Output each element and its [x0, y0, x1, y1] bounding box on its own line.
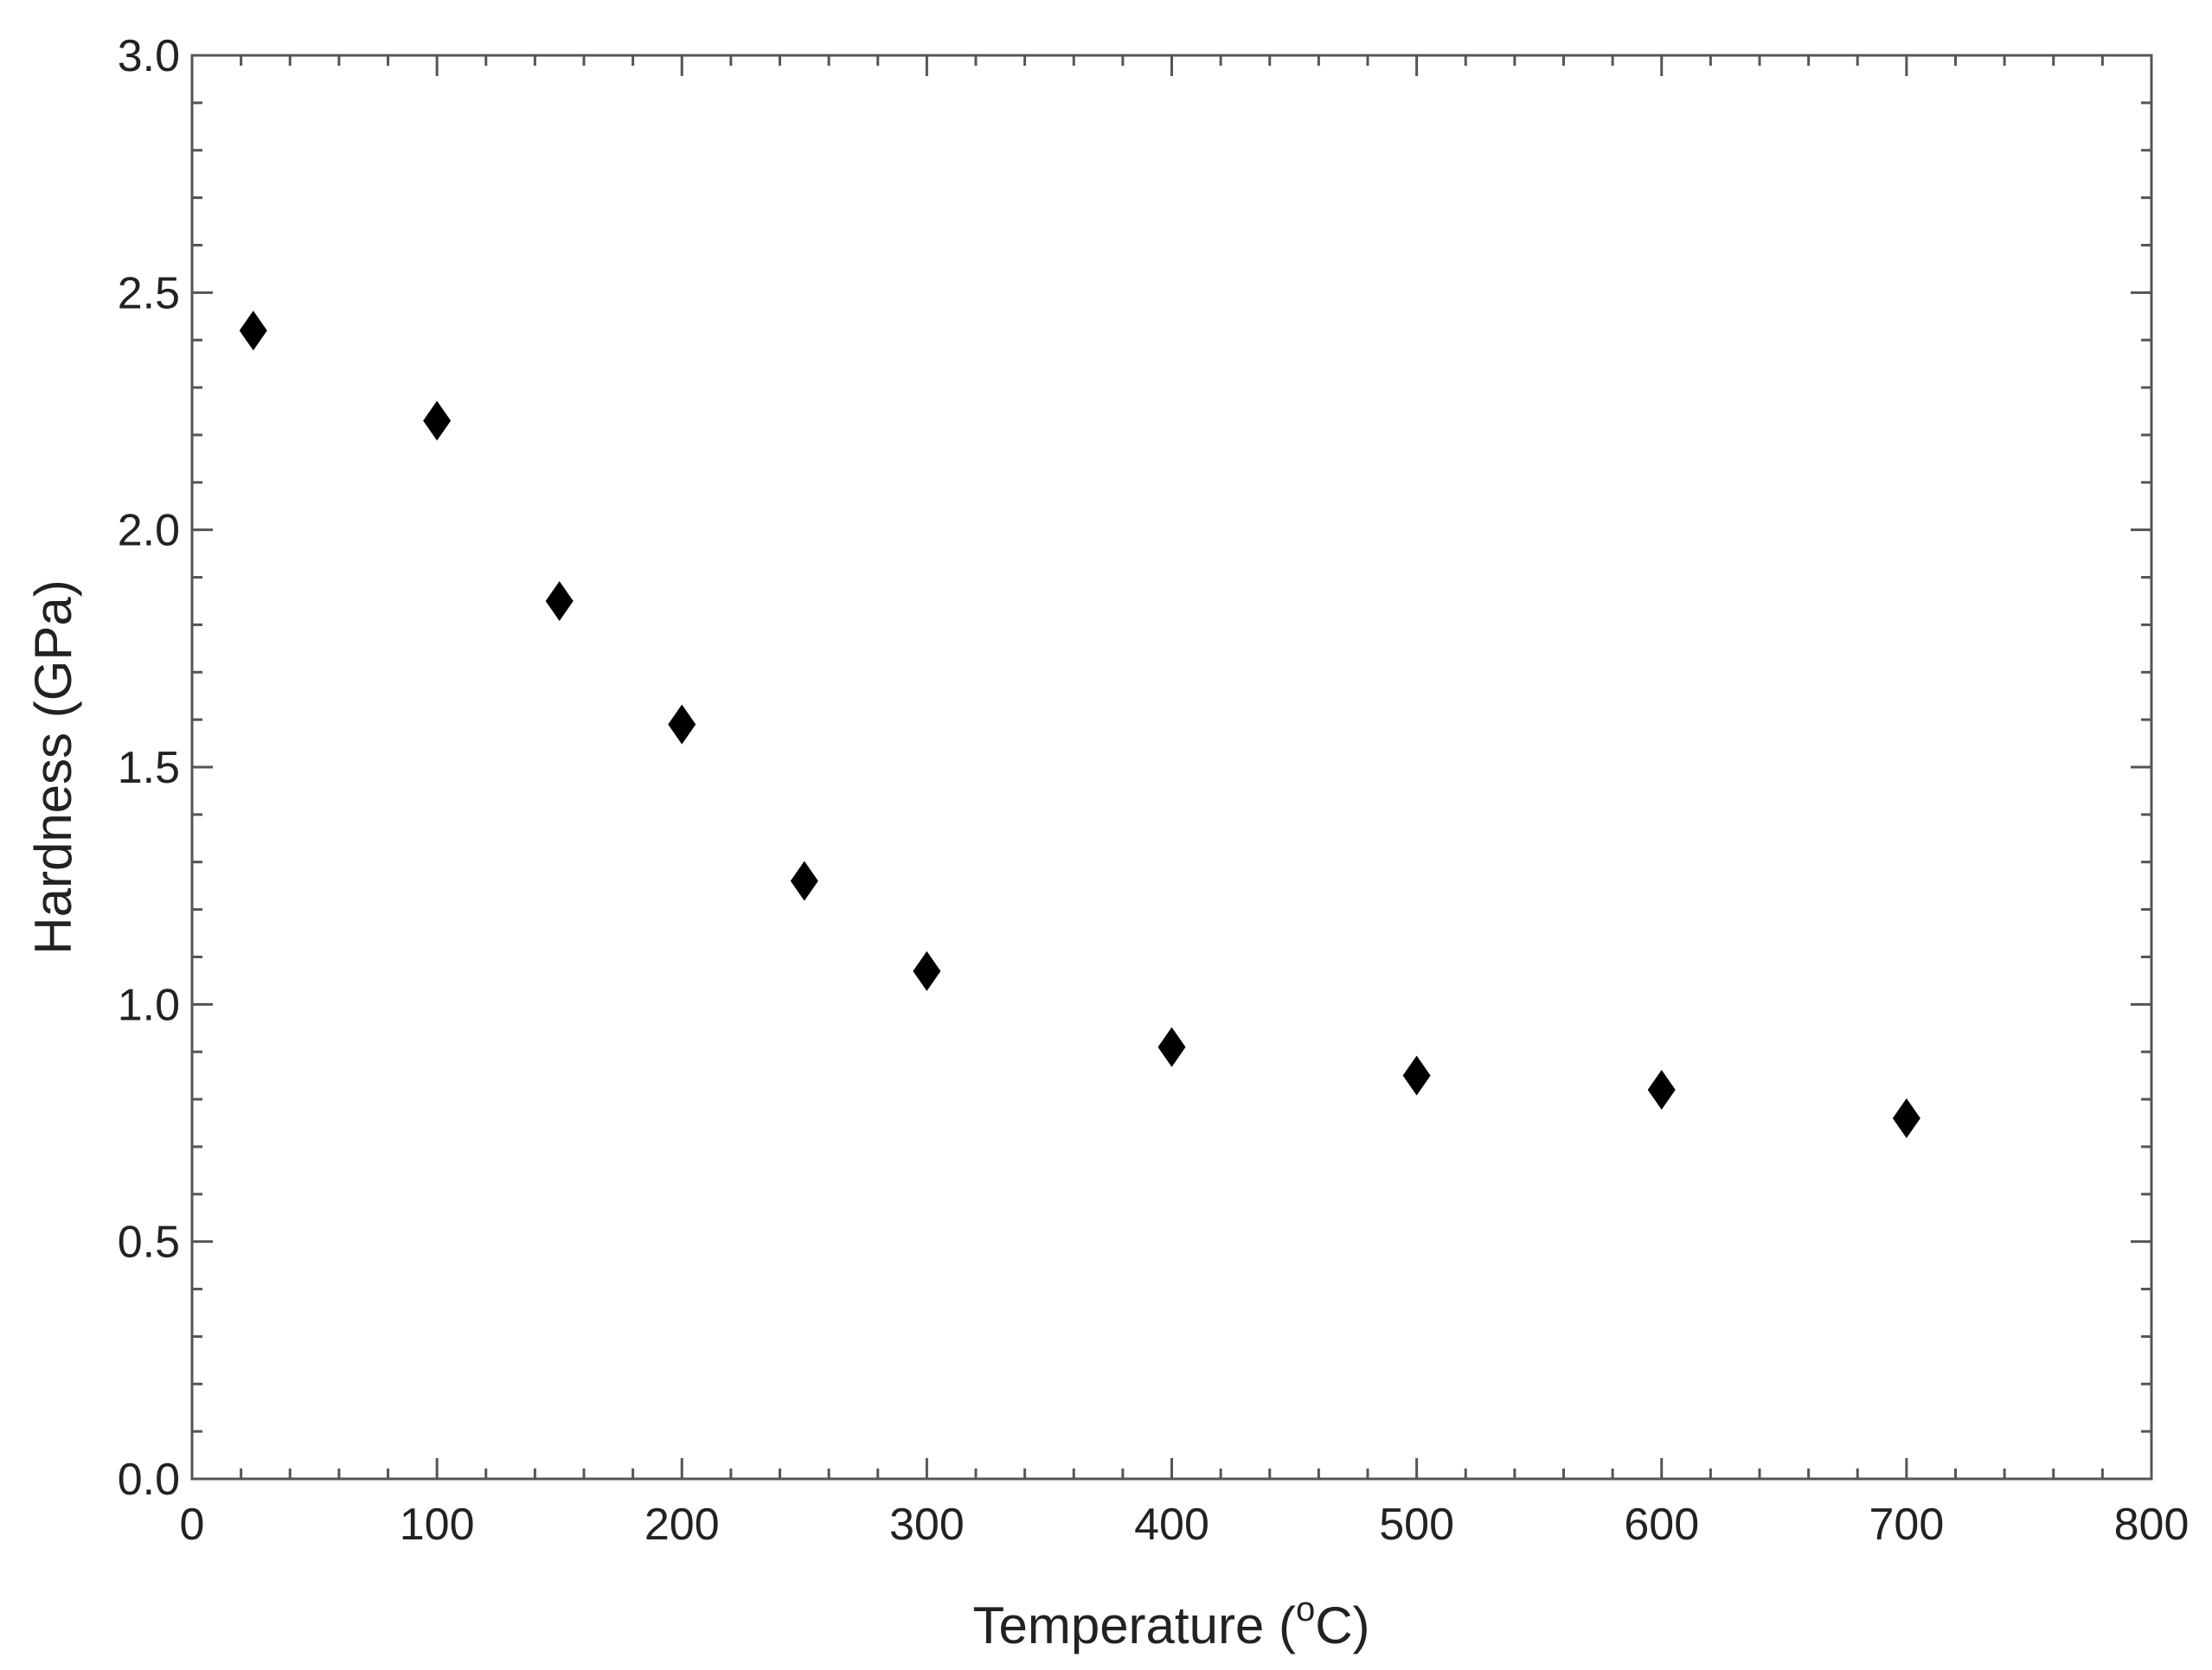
x-tick-label: 800 [2114, 1500, 2190, 1550]
y-tick-label: 1.5 [118, 743, 180, 793]
y-tick-label: 1.0 [118, 980, 180, 1030]
y-axis-label: Hardness (GPa) [24, 579, 82, 954]
data-point [1402, 1055, 1431, 1096]
x-axis-label-superscript: o [1296, 1590, 1315, 1628]
x-tick-label: 400 [1134, 1500, 1209, 1550]
y-tick-labels: 0.0 0.5 1.0 1.5 2.0 2.5 3.0 [118, 31, 180, 1505]
x-tick-label: 600 [1624, 1500, 1699, 1550]
data-point [790, 861, 818, 901]
x-tick-label: 0 [180, 1500, 205, 1550]
data-point [1157, 1027, 1186, 1067]
x-tick-label: 200 [644, 1500, 720, 1550]
data-points [239, 310, 1920, 1139]
x-axis-label-suffix: C) [1315, 1596, 1369, 1654]
x-tick-label: 500 [1379, 1500, 1454, 1550]
data-point [913, 950, 941, 991]
data-point [668, 704, 696, 745]
plot-frame [190, 54, 2153, 1481]
x-tick-label: 300 [889, 1500, 965, 1550]
y-tick-label: 0.0 [118, 1455, 180, 1505]
x-tick-label: 100 [400, 1500, 475, 1550]
x-tick-labels: 0 100 200 300 400 500 600 700 800 [180, 1500, 2190, 1550]
y-tick-label: 2.5 [118, 268, 180, 318]
y-tick-label: 2.0 [118, 506, 180, 556]
x-axis-label-main: Temperature ( [972, 1596, 1295, 1654]
data-point [1892, 1098, 1920, 1139]
y-tick-label: 0.5 [118, 1218, 180, 1268]
data-point [1647, 1070, 1676, 1110]
axis-ticks [190, 54, 2153, 1481]
data-point [239, 310, 267, 351]
y-tick-label: 3.0 [118, 31, 180, 81]
data-point [545, 580, 574, 621]
x-tick-label: 700 [1869, 1500, 1944, 1550]
x-axis-label: Temperature (oC) [972, 1590, 1369, 1654]
data-point [423, 400, 452, 441]
